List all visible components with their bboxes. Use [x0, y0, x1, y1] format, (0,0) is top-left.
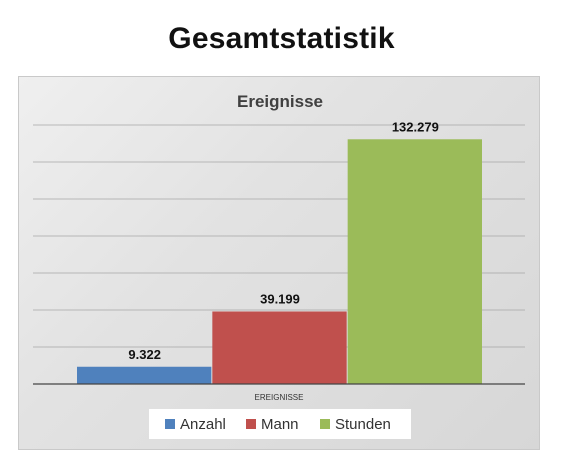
data-label-stunden: 132.279 [392, 119, 439, 134]
gridlines [33, 124, 525, 348]
legend-swatch-stunden [320, 419, 330, 429]
data-label-anzahl: 9.322 [128, 347, 161, 362]
bar-stunden [347, 139, 482, 384]
data-labels: 9.322 39.199 132.279 [128, 119, 438, 361]
legend: Anzahl Mann Stunden [149, 409, 411, 439]
legend-box [149, 409, 411, 439]
x-axis-category-label: EREIGNISSE [255, 393, 304, 402]
legend-label-anzahl: Anzahl [180, 416, 226, 433]
chart-title: Ereignisse [237, 92, 323, 111]
legend-swatch-anzahl [165, 419, 175, 429]
legend-label-stunden: Stunden [335, 416, 391, 433]
bars [77, 139, 482, 384]
bar-anzahl [77, 366, 212, 384]
bar-mann [212, 311, 347, 384]
legend-swatch-mann [246, 419, 256, 429]
chart-area: Ereignisse 9.322 39.199 132.279 EREIGNISSE… [18, 76, 540, 450]
page-title: Gesamtstatistik [168, 22, 395, 55]
legend-label-mann: Mann [261, 416, 299, 433]
bar-chart: Ereignisse 9.322 39.199 132.279 EREIGNISSE… [33, 92, 525, 439]
data-label-mann: 39.199 [260, 291, 300, 306]
